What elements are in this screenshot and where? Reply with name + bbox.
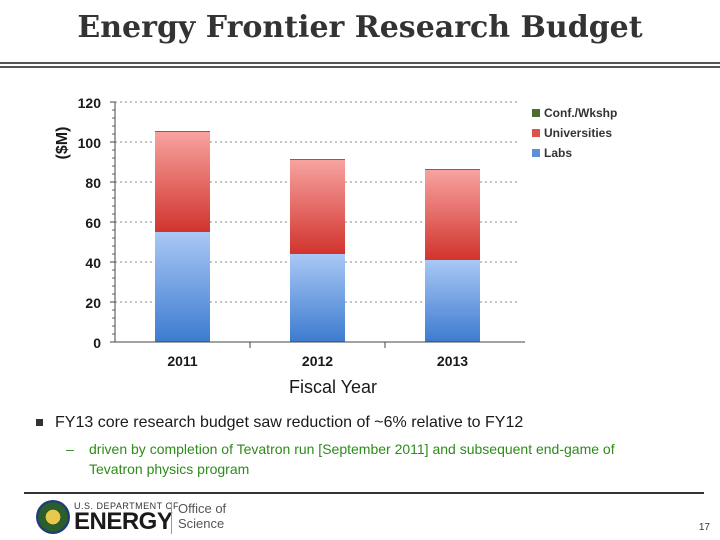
bullet-main: FY13 core research budget saw reduction … (36, 414, 523, 432)
title-divider (0, 62, 720, 68)
logo-office-line1: Office of (178, 501, 227, 516)
y-tick-label: 0 (93, 335, 101, 351)
doe-seal-icon (36, 500, 70, 534)
logo-dept-small: U.S. DEPARTMENT OF (74, 501, 180, 511)
bar-universities-2011 (155, 132, 210, 232)
legend-label: Universities (544, 126, 612, 140)
y-tick-label: 120 (78, 95, 102, 111)
bullet-dash: – (66, 441, 74, 457)
x-tick-label: 2011 (167, 353, 198, 369)
bar-conf-wkshp-2012 (290, 159, 345, 160)
doe-logo: U.S. DEPARTMENT OF ENERGY Office of Scie… (36, 498, 276, 538)
bullet-main-text: FY13 core research budget saw reduction … (55, 414, 524, 431)
y-tick-label: 20 (85, 295, 101, 311)
x-axis-label: Fiscal Year (289, 377, 377, 397)
bullet-sub-text: driven by completion of Tevatron run [Se… (89, 441, 615, 477)
legend-swatch (532, 109, 540, 117)
bar-labs-2012 (290, 254, 345, 342)
legend-label: Labs (544, 146, 572, 160)
bullet-sub: – driven by completion of Tevatron run [… (66, 439, 666, 479)
page-title: Energy Frontier Research Budget (77, 10, 643, 45)
bar-universities-2013 (425, 170, 480, 260)
footer-divider (24, 492, 704, 494)
bar-conf-wkshp-2011 (155, 131, 210, 132)
bar-labs-2011 (155, 232, 210, 342)
logo-office: Office of Science (178, 501, 226, 531)
y-tick-label: 60 (85, 215, 101, 231)
bullet-square-icon (36, 419, 43, 427)
y-tick-label: 40 (85, 255, 101, 271)
y-tick-label: 100 (78, 135, 102, 151)
budget-chart: 0 20 40 60 80 100 120 2011 2012 2013 Conf./Wkshp U… (54, 95, 617, 397)
bar-conf-wkshp-2013 (425, 169, 480, 170)
x-tick-label: 2013 (437, 353, 468, 369)
page-number: 17 (698, 522, 710, 533)
legend-swatch (532, 149, 540, 157)
bar-universities-2012 (290, 160, 345, 254)
legend-swatch (532, 129, 540, 137)
y-tick-label: 80 (85, 175, 101, 191)
x-tick-label: 2012 (302, 353, 333, 369)
bar-labs-2013 (425, 260, 480, 342)
logo-separator (171, 502, 172, 534)
logo-dept-big: ENERGY (74, 508, 173, 535)
logo-office-line2: Science (178, 516, 225, 531)
legend-label: Conf./Wkshp (544, 106, 617, 120)
y-axis-label: ($M) (54, 127, 71, 160)
